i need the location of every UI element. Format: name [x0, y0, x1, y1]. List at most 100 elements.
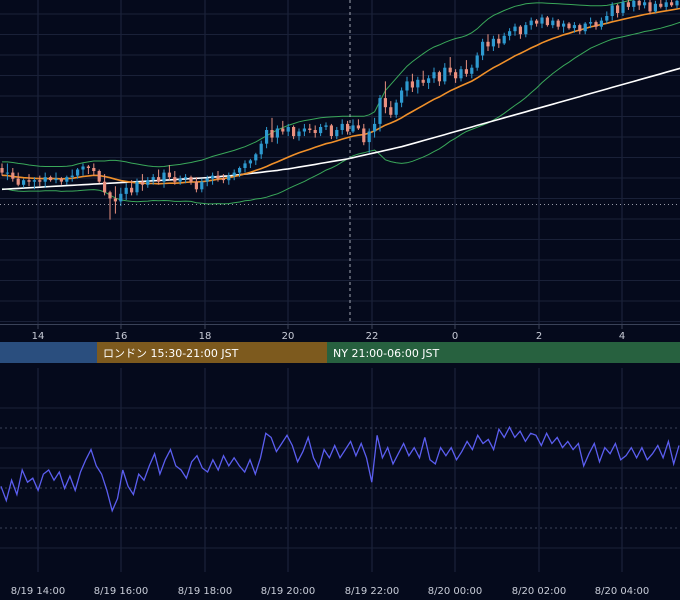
- candle-body: [16, 178, 20, 185]
- candle-body: [567, 23, 571, 29]
- candle-body: [313, 130, 317, 133]
- candle-body: [486, 41, 490, 47]
- candle: [675, 0, 679, 9]
- candle: [259, 140, 263, 159]
- candle-body: [167, 172, 171, 178]
- candle: [292, 125, 296, 140]
- candle: [313, 125, 317, 138]
- candle: [616, 3, 620, 18]
- candle-body: [205, 178, 209, 182]
- candle-body: [664, 2, 668, 7]
- candle: [184, 174, 188, 184]
- oscillator-x-tick-label: 8/19 18:00: [178, 586, 232, 597]
- candle-body: [637, 0, 641, 6]
- candle: [76, 168, 80, 179]
- candle-body: [648, 2, 652, 12]
- candle-body: [616, 5, 620, 13]
- candle: [346, 120, 350, 135]
- candle: [221, 174, 225, 184]
- candle: [486, 34, 490, 51]
- candle-body: [400, 90, 404, 103]
- session-block: NY 21:00-06:00 JST: [327, 342, 680, 363]
- oscillator-grid: [0, 368, 680, 572]
- oscillator-x-tick-label: 8/19 22:00: [345, 586, 399, 597]
- candle: [194, 177, 198, 193]
- candle: [562, 20, 566, 33]
- candle-body: [405, 81, 409, 91]
- candle: [329, 123, 333, 140]
- candle: [113, 186, 117, 214]
- candle: [367, 128, 371, 153]
- candle-body: [11, 172, 15, 179]
- candle-body: [32, 180, 36, 182]
- candle: [383, 81, 387, 114]
- candle: [443, 63, 447, 85]
- candle: [594, 20, 598, 30]
- price-x-tick-label: 4: [619, 331, 625, 342]
- candle: [135, 178, 139, 196]
- candle: [389, 101, 393, 118]
- candle: [216, 171, 220, 182]
- candle: [281, 120, 285, 135]
- candle-body: [410, 81, 414, 88]
- candle: [572, 22, 576, 33]
- candle: [605, 11, 609, 24]
- candle: [567, 22, 571, 30]
- session-label: ロンドン 15:30-21:00 JST: [103, 347, 239, 360]
- candle-body: [103, 181, 107, 193]
- oscillator-x-axis: 8/19 14:00 8/19 16:00 8/19 18:00 8/19 20:00…: [11, 586, 649, 597]
- candle-body: [475, 55, 479, 68]
- candle: [103, 174, 107, 196]
- price-x-axis: 14 16 18 20 22 0 2 4: [32, 324, 625, 342]
- candle: [151, 174, 155, 185]
- candle-body: [653, 3, 657, 12]
- candle-body: [416, 79, 420, 88]
- candle-body: [265, 130, 269, 144]
- price-x-tick-label: 18: [199, 331, 212, 342]
- candle: [405, 76, 409, 97]
- candle: [286, 123, 290, 137]
- candle: [400, 87, 404, 108]
- candle: [637, 0, 641, 10]
- candle-body: [378, 98, 382, 124]
- candle: [11, 168, 15, 182]
- candle: [556, 19, 560, 30]
- candle-body: [610, 5, 614, 17]
- candle-body: [351, 125, 355, 132]
- candle-body: [340, 123, 344, 130]
- candle-body: [92, 168, 96, 171]
- candle: [502, 32, 506, 45]
- candle-body: [319, 127, 323, 134]
- candle-body: [545, 17, 549, 26]
- candle-body: [529, 20, 533, 26]
- candle-body: [162, 172, 166, 182]
- candle: [81, 163, 85, 176]
- moving-averages: [1, 7, 680, 191]
- oscillator-x-tick-label: 8/19 20:00: [261, 586, 315, 597]
- candle: [238, 166, 242, 178]
- candle: [583, 22, 587, 35]
- candle-body: [5, 172, 9, 174]
- candle: [621, 0, 625, 16]
- candle-body: [227, 175, 231, 181]
- candle-body: [49, 177, 53, 181]
- session-block: ロンドン 15:30-21:00 JST: [97, 342, 327, 363]
- candle-body: [275, 128, 279, 138]
- candle: [427, 75, 431, 89]
- candle-body: [194, 181, 198, 190]
- candle: [540, 14, 544, 29]
- candle: [362, 123, 366, 146]
- candle: [632, 0, 636, 12]
- candle: [146, 177, 150, 188]
- candle: [32, 177, 36, 190]
- candle: [378, 95, 382, 132]
- candle-body: [454, 72, 458, 79]
- candle-body: [0, 168, 4, 173]
- candle-body: [22, 180, 26, 185]
- candle-body: [605, 16, 609, 21]
- sma-long-line: [1, 67, 680, 191]
- candle-body: [238, 168, 242, 173]
- candle-body: [572, 25, 576, 29]
- candle: [356, 119, 360, 130]
- candle-body: [38, 180, 42, 182]
